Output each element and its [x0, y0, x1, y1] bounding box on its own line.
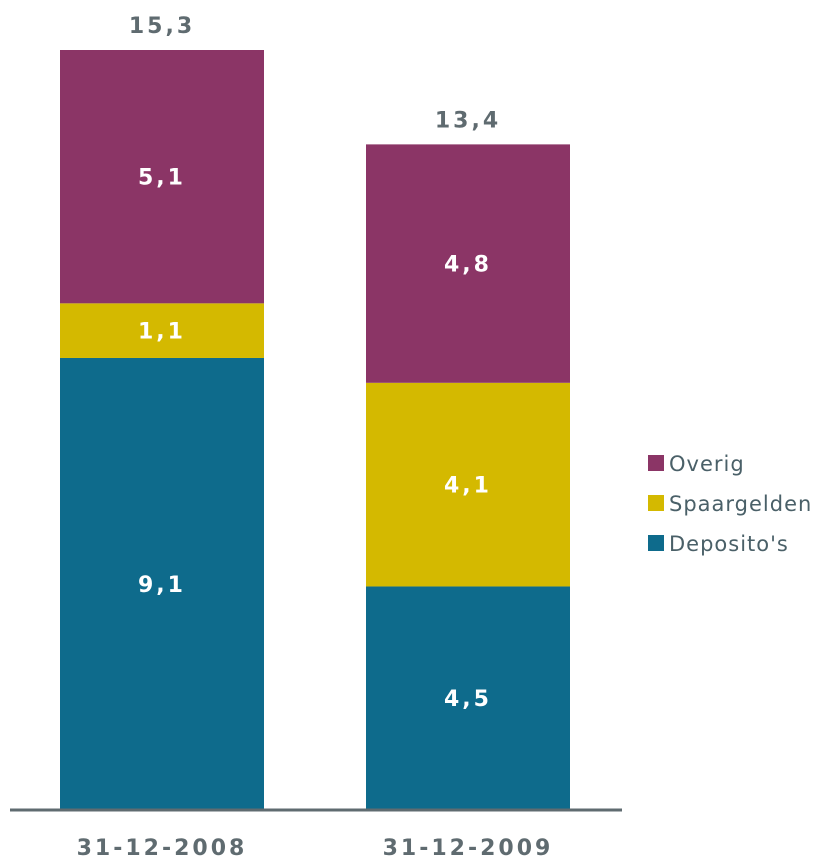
- bar-segment-overig-1: [60, 50, 264, 304]
- total-label-2: 13,4: [435, 108, 501, 133]
- total-label-1: 15,3: [129, 14, 195, 39]
- data-label-deposito-s-1: 9,1: [138, 573, 186, 598]
- bar-segment-overig-2: [366, 144, 570, 383]
- legend: Overig Spaargelden Deposito's: [648, 452, 812, 556]
- bar-segment-deposito-s-2: [366, 586, 570, 810]
- bar-segment-spaargelden-1: [60, 303, 264, 358]
- x-tick-label-1: 31-12-2008: [77, 836, 248, 861]
- legend-label-overig: Overig: [669, 452, 745, 476]
- legend-swatch-deposito-s: [648, 535, 664, 551]
- bar-segment-deposito-s-1: [60, 357, 264, 810]
- legend-label-deposito-s: Deposito's: [669, 532, 789, 556]
- legend-swatch-spaargelden: [648, 495, 664, 511]
- legend-swatch-overig: [648, 455, 664, 471]
- x-tick-labels-layer: 31-12-2008 31-12-2009: [77, 836, 554, 861]
- legend-label-spaargelden: Spaargelden: [669, 492, 812, 516]
- data-label-spaargelden-1: 1,1: [138, 320, 186, 345]
- total-labels-layer: 15,3 13,4: [129, 14, 501, 133]
- x-tick-label-2: 31-12-2009: [383, 836, 554, 861]
- bar-segment-spaargelden-2: [366, 382, 570, 587]
- data-label-deposito-s-2: 4,5: [444, 687, 492, 712]
- bars-layer: 9,1 1,1 5,1 4,5 4,1 4,8: [60, 50, 570, 810]
- data-label-overig-1: 5,1: [138, 166, 186, 191]
- data-label-overig-2: 4,8: [444, 253, 492, 278]
- data-label-spaargelden-2: 4,1: [444, 474, 492, 499]
